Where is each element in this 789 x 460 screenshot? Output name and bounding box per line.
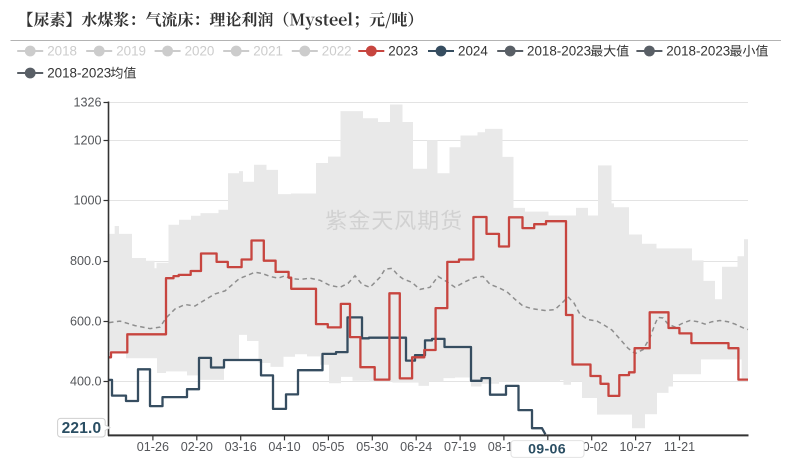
svg-text:600.0: 600.0 — [70, 314, 102, 328]
svg-text:2019: 2019 — [116, 44, 146, 59]
svg-text:03-16: 03-16 — [225, 440, 257, 454]
svg-text:800.0: 800.0 — [70, 254, 102, 268]
svg-text:07-19: 07-19 — [444, 440, 476, 454]
svg-text:2018-2023: 2018-2023 — [527, 44, 591, 59]
svg-text:09-06: 09-06 — [528, 442, 566, 458]
svg-text:01-26: 01-26 — [137, 440, 169, 454]
svg-text:1000: 1000 — [73, 194, 101, 208]
svg-text:10-27: 10-27 — [619, 440, 651, 454]
svg-text:11-21: 11-21 — [664, 440, 695, 454]
svg-text:02-20: 02-20 — [181, 440, 213, 454]
svg-text:2023: 2023 — [388, 44, 418, 59]
svg-text:2021: 2021 — [253, 44, 283, 59]
svg-text:1326: 1326 — [73, 95, 101, 109]
svg-text:2024: 2024 — [458, 44, 488, 59]
svg-text:2018-2023: 2018-2023 — [666, 44, 730, 59]
svg-text:05-05: 05-05 — [312, 440, 344, 454]
svg-text:2020: 2020 — [185, 44, 215, 59]
svg-text:2018: 2018 — [47, 44, 77, 59]
svg-text:400.0: 400.0 — [70, 375, 102, 389]
svg-text:221.0: 221.0 — [62, 420, 102, 437]
svg-text:06-24: 06-24 — [400, 440, 432, 454]
svg-text:2018-2023: 2018-2023 — [47, 66, 111, 81]
svg-text:1200: 1200 — [73, 133, 101, 147]
svg-text:05-30: 05-30 — [356, 440, 388, 454]
svg-text:04-10: 04-10 — [268, 440, 300, 454]
svg-text:2022: 2022 — [322, 44, 352, 59]
